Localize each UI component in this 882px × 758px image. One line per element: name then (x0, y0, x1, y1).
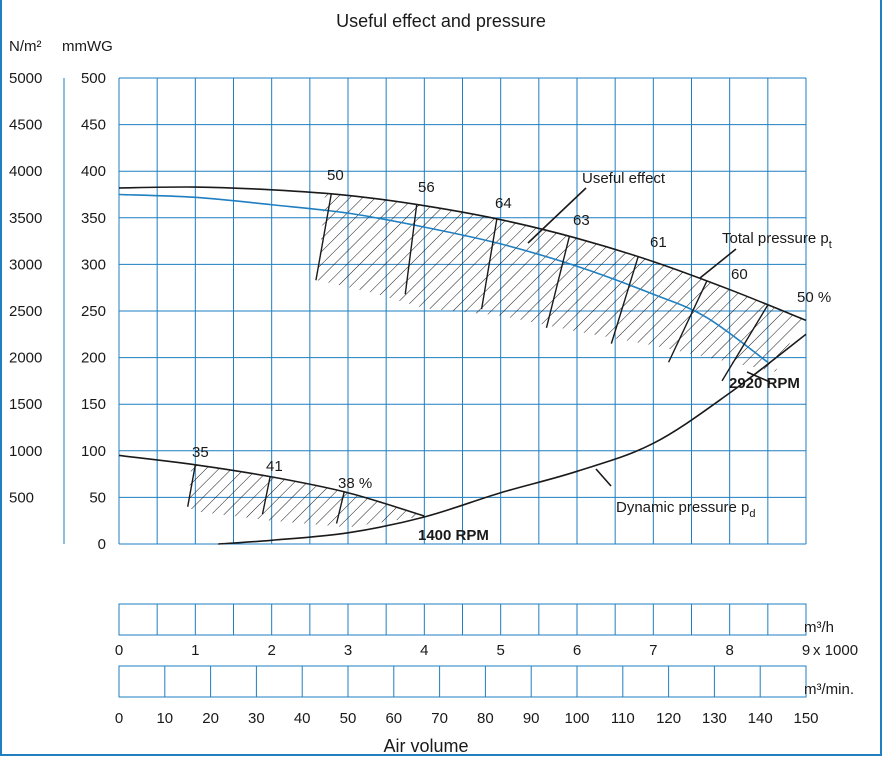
x-scale-min-unit: m³/min. (804, 681, 854, 698)
annotation-useful-effect: Useful effect (582, 170, 666, 187)
y-tick-label-right: 50 (89, 489, 106, 506)
x-tick-label-m3-min: 60 (385, 710, 402, 727)
x-tick-label-m3-h: 0 (115, 642, 123, 659)
efficiency-band-1400-rpm (187, 464, 425, 528)
y-axis-right-unit: mmWG (62, 38, 113, 55)
x-tick-label-m3-h: 1 (191, 642, 199, 659)
efficiency-boundary-line (480, 218, 498, 310)
total-pressure-1400-curve (118, 454, 425, 517)
annotation-total-pressure: Total pressure pt (722, 230, 832, 251)
x-axis-label: Air volume (383, 736, 468, 756)
annotation-1400-rpm: 1400 RPM (418, 527, 489, 544)
x-tick-label-m3-min: 150 (793, 710, 818, 727)
efficiency-band-2920-rpm (317, 193, 803, 372)
eff-label-50: 50 (327, 167, 344, 184)
leader-line (746, 371, 771, 383)
x-tick-label-m3-h: 4 (420, 642, 428, 659)
x-scale-h-unit: m³/h (804, 619, 834, 636)
efficiency-boundary-line (667, 280, 708, 363)
y-tick-label-right: 450 (81, 117, 106, 134)
leader-line (595, 468, 612, 487)
efficiency-boundary-line (315, 194, 332, 281)
x-tick-label-m3-min: 80 (477, 710, 494, 727)
y-tick-label-left: 2500 (9, 303, 42, 320)
x-scale-m3-per-hour: 0 1 2 3 4 5 6 7 8 9 (115, 603, 810, 659)
x-tick-label-m3-h: 7 (649, 642, 657, 659)
x-tick-label-m3-min: 130 (702, 710, 727, 727)
efficiency-boundary-line (261, 476, 271, 515)
x-tick-label-m3-min: 30 (248, 710, 265, 727)
y-tick-label-right: 350 (81, 210, 106, 227)
scale-bar-m3-min (118, 665, 807, 698)
y-tick-label-right: 400 (81, 163, 106, 180)
annotation-leader-lines (527, 187, 771, 487)
eff-label-35: 35 (192, 444, 209, 461)
y-tick-label-left: 500 (9, 489, 34, 506)
eff-label-38pct: 38 % (338, 475, 372, 492)
efficiency-boundary-line (404, 204, 418, 295)
x-tick-label-m3-min: 50 (340, 710, 357, 727)
dynamic-pressure-curve (218, 333, 807, 545)
x-scale-multiplier: x 1000 (813, 642, 858, 659)
y-tick-label-right: 0 (98, 536, 106, 553)
efficiency-boundary-line (187, 464, 197, 507)
eff-label-60: 60 (731, 266, 748, 283)
efficiency-boundary-line (610, 256, 639, 344)
x-tick-label-m3-min: 140 (748, 710, 773, 727)
y-tick-label-left: 1000 (9, 443, 42, 460)
efficiency-boundary-line (335, 491, 345, 524)
eff-label-50pct: 50 % (797, 289, 831, 306)
eff-label-61: 61 (650, 234, 667, 251)
y-tick-label-right: 500 (81, 70, 106, 87)
x-tick-label-m3-min: 90 (523, 710, 540, 727)
leader-line (699, 248, 737, 279)
leader-line (527, 187, 587, 244)
y-tick-label-right: 100 (81, 443, 106, 460)
x-tick-label-m3-min: 70 (431, 710, 448, 727)
y-tick-label-right: 300 (81, 256, 106, 273)
eff-label-56: 56 (418, 179, 435, 196)
annotation-2920-rpm: 2920 RPM (729, 375, 800, 392)
x-scale-m3-per-minute: 0 10 20 30 40 50 60 70 80 90 100 110 120 130 140 150 (115, 665, 819, 727)
x-tick-label-m3-h: 5 (496, 642, 504, 659)
y-tick-label-left: 3000 (9, 256, 42, 273)
x-tick-label-m3-h: 3 (344, 642, 352, 659)
x-tick-label-m3-h: 2 (267, 642, 275, 659)
y-tick-label-left: 4000 (9, 163, 42, 180)
x-tick-label-m3-min: 100 (564, 710, 589, 727)
eff-label-41: 41 (266, 458, 283, 475)
y-tick-label-right: 150 (81, 396, 106, 413)
x-tick-label-m3-h: 9 (802, 642, 810, 659)
y-tick-label-left: 1500 (9, 396, 42, 413)
y-tick-label-left: 5000 (9, 70, 42, 87)
x-tick-label-m3-h: 6 (573, 642, 581, 659)
y-axis-left-labels: 5000 4500 4000 3500 3000 2500 2000 1500 1000 500 (9, 70, 42, 506)
y-tick-label-left: 3500 (9, 210, 42, 227)
y-tick-label-left: 2000 (9, 350, 42, 367)
eff-label-64: 64 (495, 195, 512, 212)
y-tick-label-right: 250 (81, 303, 106, 320)
x-tick-label-m3-min: 120 (656, 710, 681, 727)
eff-label-63: 63 (573, 212, 590, 229)
chart-title: Useful effect and pressure (336, 11, 546, 31)
efficiency-hatched-bands (187, 193, 803, 528)
y-tick-label-right: 200 (81, 350, 106, 367)
blue-pressure-curve (118, 193, 769, 363)
x-tick-label-m3-min: 40 (294, 710, 311, 727)
y-tick-label-left: 4500 (9, 117, 42, 134)
efficiency-tick-marks (187, 194, 769, 524)
x-tick-label-m3-min: 0 (115, 710, 123, 727)
x-tick-label-m3-min: 20 (202, 710, 219, 727)
annotation-dynamic-pressure: Dynamic pressure pd (616, 499, 756, 520)
x-tick-label-m3-min: 10 (156, 710, 173, 727)
y-axis-left-unit: N/m² (9, 38, 42, 55)
x-tick-label-m3-min: 110 (611, 710, 635, 727)
x-tick-label-m3-h: 8 (725, 642, 733, 659)
efficiency-boundary-line (545, 236, 571, 328)
efficiency-boundary-line (721, 304, 769, 382)
